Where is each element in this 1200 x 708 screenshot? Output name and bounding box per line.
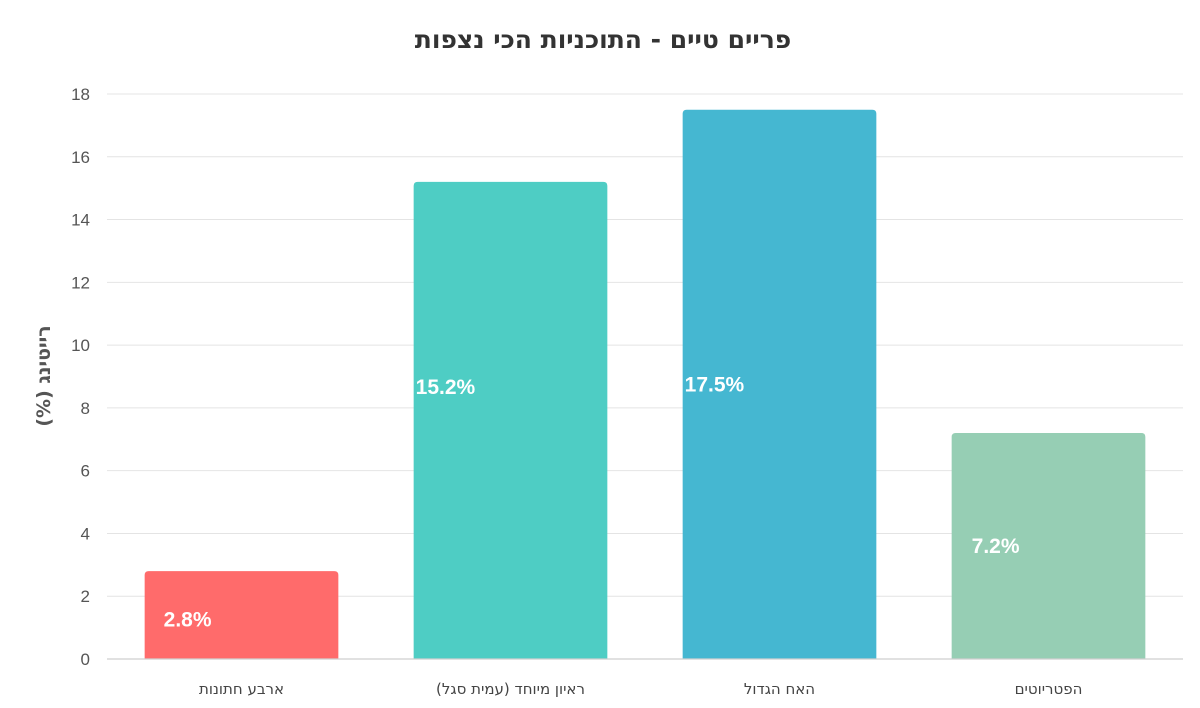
bar-2[interactable] (413, 181, 608, 659)
y-tick-label: 18 (71, 85, 90, 104)
data-label: 2.8% (164, 608, 212, 631)
y-tick-label: 6 (81, 462, 90, 481)
data-label: 7.2% (972, 535, 1020, 558)
x-tick-label: ראיון מיוחד (עמית סגל) (436, 680, 585, 698)
x-tick-label: ארבע חתונות (199, 680, 284, 698)
y-tick-label: 14 (71, 211, 90, 230)
y-tick-label: 2 (81, 587, 90, 606)
y-tick-label: 12 (71, 273, 90, 292)
bar-3[interactable] (682, 109, 877, 659)
data-label: 17.5% (685, 373, 745, 396)
chart-title: פריים טיים - התוכניות הכי נצפות (415, 25, 791, 54)
y-axis-ticks: 0 2 4 6 8 10 12 14 16 18 (71, 85, 90, 669)
bars (144, 109, 1146, 659)
x-axis-ticks: ארבע חתונות ראיון מיוחד (עמית סגל) האח הגד… (199, 680, 1082, 698)
y-tick-label: 8 (81, 399, 90, 418)
y-tick-label: 16 (71, 148, 90, 167)
bar-4[interactable] (951, 433, 1146, 659)
gridlines (107, 93, 1183, 597)
data-labels: 2.8% 15.2% 17.5% 7.2% (164, 373, 1020, 631)
bar-1[interactable] (144, 571, 339, 659)
x-tick-label: האח הגדול (744, 680, 815, 698)
y-tick-label: 4 (81, 524, 90, 543)
y-tick-label: 0 (81, 650, 90, 669)
x-tick-label: הפטריוטים (1015, 680, 1083, 698)
y-tick-label: 10 (71, 336, 90, 355)
data-label: 15.2% (416, 376, 476, 399)
y-axis-label: רייטינג (%) (33, 325, 55, 426)
